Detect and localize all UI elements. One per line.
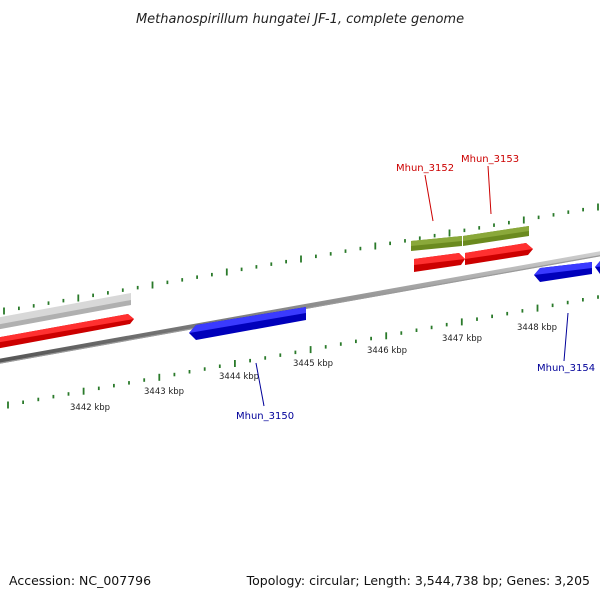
tick-label-3447: 3447 kbp [442,334,482,344]
genome-backbone [0,251,600,364]
gene-reverse-mhun-3150[interactable] [189,307,306,340]
gene-reverse-right-edge[interactable] [595,260,600,274]
accession-text: Accession: NC_007796 [9,573,151,588]
tick-label-3446: 3446 kbp [367,346,407,356]
gene-forward-left[interactable] [0,314,134,349]
leader-line-mhun-3153 [487,165,492,215]
gene-label-mhun-3154[interactable]: Mhun_3154 [537,363,595,374]
map-title: Methanospirillum hungatei JF-1, complete… [136,12,464,27]
leader-line-mhun-3152 [424,174,434,222]
tick-label-3444: 3444 kbp [219,372,259,382]
leader-line-mhun-3154 [563,312,569,362]
genome-summary-text: Topology: circular; Length: 3,544,738 bp… [246,573,590,588]
feature-green-bar-3153[interactable] [463,226,529,246]
feature-grey-bar[interactable] [0,293,131,330]
tick-label-3443: 3443 kbp [144,387,184,397]
tick-label-3442: 3442 kbp [70,403,110,413]
tick-label-3445: 3445 kbp [293,359,333,369]
gene-label-mhun-3152[interactable]: Mhun_3152 [396,163,454,174]
tick-label-3448: 3448 kbp [517,323,557,333]
gene-forward-mhun-3152[interactable] [414,253,465,272]
gene-label-mhun-3153[interactable]: Mhun_3153 [461,154,519,165]
gene-forward-mhun-3153[interactable] [465,243,533,265]
feature-green-bar-3152[interactable] [411,236,462,251]
gene-reverse-mhun-3154[interactable] [534,262,592,282]
gene-label-mhun-3150[interactable]: Mhun_3150 [236,411,294,422]
tick-track-lower [7,295,599,409]
leader-line-mhun-3150 [255,362,265,407]
tick-track-upper [3,203,599,315]
